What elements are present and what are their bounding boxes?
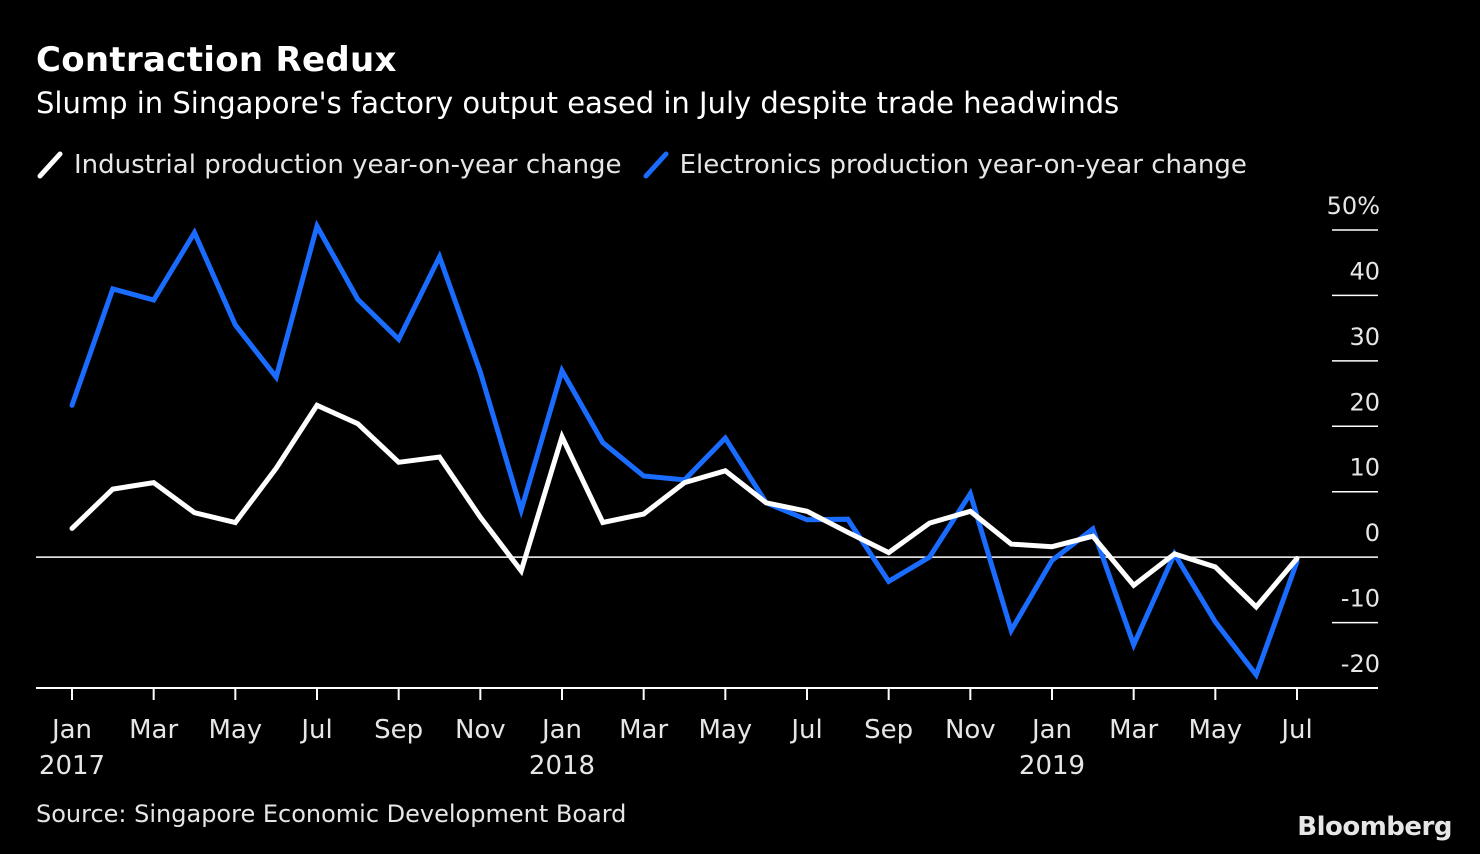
x-tick-label: Sep xyxy=(864,715,913,745)
legend-swatch-electronics xyxy=(643,151,669,179)
x-axis: Jan 2017 Mar May Jul Sep Nov Jan 2018 Mar May Jul Se… xyxy=(36,687,1378,781)
series-line-industrial xyxy=(69,402,1300,611)
x-tick-label: Mar xyxy=(619,715,668,745)
bloomberg-logo: Bloomberg xyxy=(1297,812,1452,842)
y-tick-label: -10 xyxy=(1341,585,1380,613)
source-note: Source: Singapore Economic Development B… xyxy=(36,800,627,828)
y-tick-label: -20 xyxy=(1341,650,1380,678)
x-tick-label: May xyxy=(698,715,752,745)
x-tick-year-label: 2018 xyxy=(529,751,595,781)
x-tick-label: Jul xyxy=(789,715,822,745)
x-tick-label: Jan xyxy=(540,715,582,745)
y-tick-label: 50% xyxy=(1327,192,1380,220)
x-tick-label: May xyxy=(208,715,262,745)
y-tick-label: 20 xyxy=(1349,388,1380,416)
y-tick-label: 30 xyxy=(1349,323,1380,351)
y-axis-ticks: 50% 40 30 20 10 0 -10 -20 xyxy=(36,192,1380,689)
x-tick-label: Jul xyxy=(1279,715,1312,745)
legend-label-electronics: Electronics production year-on-year chan… xyxy=(679,150,1247,180)
chart-subtitle: Slump in Singapore's factory output ease… xyxy=(36,86,1120,120)
x-tick-label: Nov xyxy=(455,715,506,745)
x-tick-label: Jan xyxy=(1030,715,1072,745)
chart-title: Contraction Redux xyxy=(36,40,397,80)
series-lines xyxy=(69,219,1300,681)
y-tick-label: 10 xyxy=(1349,454,1380,482)
x-tick-label: Mar xyxy=(1109,715,1158,745)
y-tick-label: 40 xyxy=(1349,257,1380,285)
y-tick-label: 0 xyxy=(1365,519,1380,547)
series-line-electronics xyxy=(69,219,1300,681)
x-tick-label: Jan xyxy=(50,715,92,745)
legend-swatch-industrial xyxy=(37,151,63,179)
x-tick-label: Jul xyxy=(299,715,332,745)
x-tick-year-label: 2017 xyxy=(39,751,105,781)
x-tick-label: Mar xyxy=(129,715,178,745)
x-tick-label: Sep xyxy=(374,715,423,745)
legend-item-industrial: Industrial production year-on-year chang… xyxy=(36,150,622,180)
x-tick-label: Nov xyxy=(945,715,996,745)
x-tick-year-label: 2019 xyxy=(1019,751,1085,781)
legend-item-electronics: Electronics production year-on-year chan… xyxy=(642,150,1247,180)
legend: Industrial production year-on-year chang… xyxy=(36,150,1267,180)
x-tick-label: May xyxy=(1188,715,1242,745)
legend-label-industrial: Industrial production year-on-year chang… xyxy=(74,150,622,180)
